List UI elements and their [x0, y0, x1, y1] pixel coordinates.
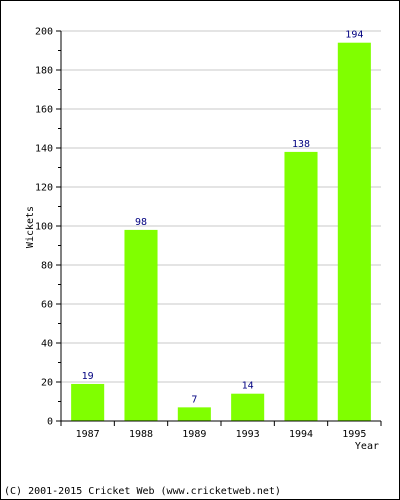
value-label-1989: 7: [191, 394, 197, 405]
y-tick-label: 140: [35, 144, 53, 155]
x-tick-label-1995: 1995: [342, 429, 366, 440]
y-tick-label: 200: [35, 27, 53, 38]
x-tick-label-1988: 1988: [129, 429, 153, 440]
x-tick-label-1989: 1989: [182, 429, 206, 440]
x-axis-title: Year: [355, 441, 379, 452]
y-tick-label: 40: [41, 339, 53, 350]
bar-1987: [71, 383, 105, 421]
copyright-footer: (C) 2001-2015 Cricket Web (www.cricketwe…: [4, 486, 281, 497]
y-tick-label: 180: [35, 66, 53, 77]
bar-1995: [337, 42, 371, 421]
value-label-1988: 98: [135, 217, 147, 228]
value-label-1995: 194: [345, 30, 363, 41]
y-tick-label: 80: [41, 261, 53, 272]
bar-1988: [124, 229, 158, 421]
axes: [56, 30, 382, 426]
value-label-1993: 14: [242, 381, 254, 392]
y-tick-label: 0: [47, 417, 53, 428]
bar-1989: [177, 407, 211, 421]
y-tick-label: 100: [35, 222, 53, 233]
x-tick-labels: 1987 1988 1989 1993 1994 1995: [76, 429, 367, 440]
grid-lines: [61, 30, 381, 383]
value-label-1987: 19: [82, 371, 94, 382]
x-tick-label-1994: 1994: [289, 429, 313, 440]
bar-1993: [231, 393, 265, 421]
value-label-1994: 138: [292, 139, 310, 150]
value-labels: 19 98 7 14 138 194: [82, 30, 364, 406]
bars: [71, 42, 371, 421]
bar-1994: [284, 151, 318, 421]
y-tick-label: 60: [41, 300, 53, 311]
x-tick-label-1993: 1993: [236, 429, 260, 440]
y-tick-label: 160: [35, 105, 53, 116]
y-tick-label: 120: [35, 183, 53, 194]
y-tick-labels: 0 20 40 60 80 100 120 140 160 180 200: [35, 27, 53, 428]
y-tick-label: 20: [41, 378, 53, 389]
y-axis-title: Wickets: [25, 206, 36, 248]
x-tick-label-1987: 1987: [76, 429, 100, 440]
